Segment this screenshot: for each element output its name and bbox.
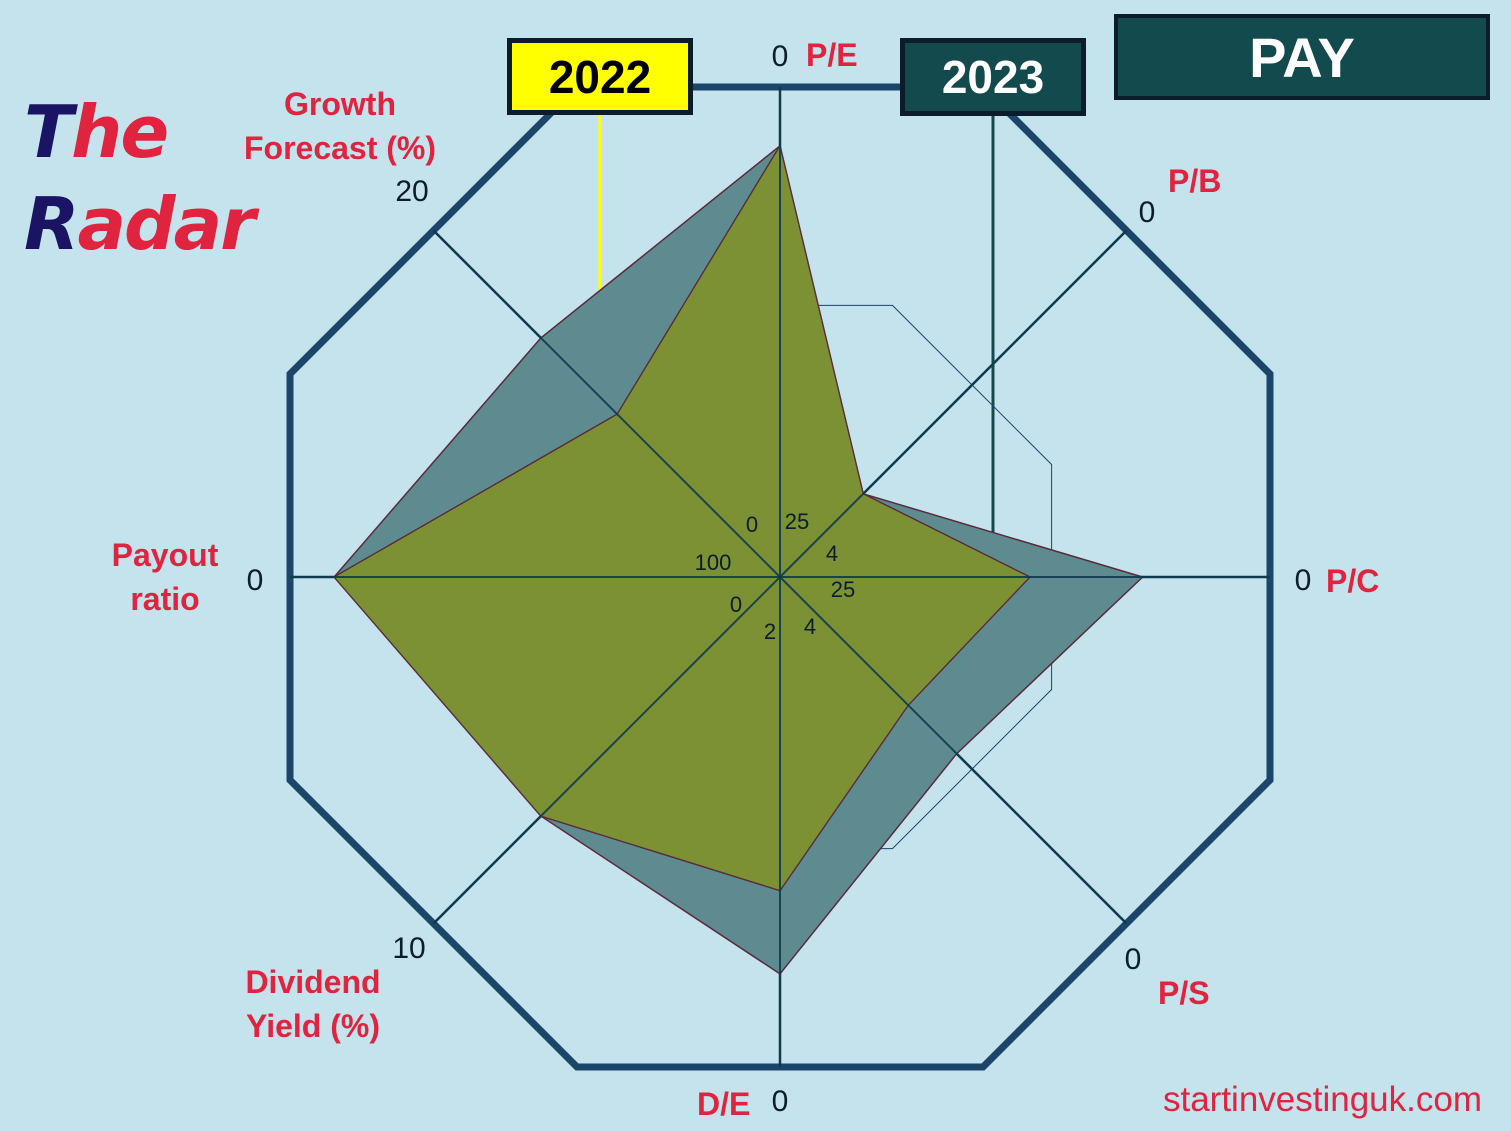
spoke-overlay-ps: [779, 576, 1128, 925]
axis-label-line: P/B: [1168, 163, 1221, 199]
legend-2023: 2023: [900, 38, 1086, 116]
outer-tick-de: 0: [772, 1085, 789, 1118]
ticker-badge: PAY: [1114, 14, 1490, 100]
axis-label-pb: P/B: [1168, 163, 1221, 199]
inner-tick-gf: 0: [746, 512, 758, 537]
axis-label-ps: P/S: [1158, 975, 1210, 1011]
axis-label-line: Dividend: [245, 964, 380, 1000]
spoke-overlay-pb: [779, 229, 1128, 578]
axis-label-line: Yield (%): [246, 1008, 380, 1044]
axis-label-line: Forecast (%): [244, 130, 436, 166]
outer-tick-ps: 0: [1125, 943, 1142, 976]
spoke-overlay-gf: [432, 229, 781, 578]
outer-tick-pb: 0: [1139, 196, 1156, 229]
axis-label-line: Payout: [112, 537, 219, 573]
logo-line-2: Radar: [24, 182, 256, 266]
axis-label-line: P/C: [1326, 563, 1379, 599]
axis-label-dy: Dividend Yield (%): [245, 964, 380, 1044]
spoke-overlay-dy: [432, 576, 781, 925]
outer-tick-dy: 10: [392, 932, 425, 965]
inner-tick-ps: 4: [804, 614, 816, 639]
inner-tick-dy: 0: [730, 592, 742, 617]
axis-label-line: P/E: [806, 37, 858, 73]
outer-tick-pc: 0: [1295, 564, 1312, 597]
axis-label-po: Payout ratio: [112, 537, 219, 617]
inner-tick-pc: 25: [831, 577, 855, 602]
axis-label-line: P/S: [1158, 975, 1210, 1011]
axis-label-gf: Growth Forecast (%): [244, 86, 436, 166]
logo-the-radar: The Radar: [24, 86, 256, 270]
outer-tick-po: 0: [247, 564, 264, 597]
axis-label-pe: P/E: [806, 37, 858, 73]
outer-tick-gf: 20: [395, 175, 428, 208]
axis-label-de: D/E: [697, 1086, 750, 1122]
axis-label-line: Growth: [284, 86, 396, 122]
inner-tick-de: 2: [764, 619, 776, 644]
inner-tick-pb: 4: [826, 541, 838, 566]
outer-tick-pe: 0: [772, 40, 789, 73]
logo-line-1: The: [24, 90, 169, 174]
outer-frame: [286, 83, 1274, 1071]
axis-label-line: ratio: [130, 581, 199, 617]
axis-label-pc: P/C: [1326, 563, 1379, 599]
axis-label-line: D/E: [697, 1086, 750, 1122]
inner-tick-pe: 25: [785, 509, 809, 534]
radar-series: [290, 87, 1270, 1067]
inner-tick-po: 100: [695, 550, 732, 575]
footer-website: startinvestinguk.com: [1162, 1080, 1482, 1119]
legend-2022: 2022: [507, 38, 693, 115]
